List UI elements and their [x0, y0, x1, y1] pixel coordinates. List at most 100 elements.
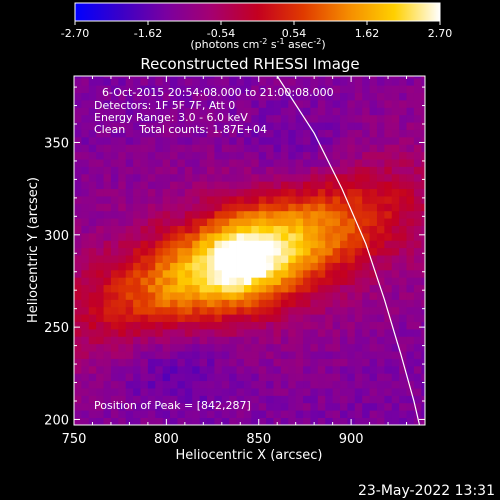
heatmap-cell [103, 336, 112, 345]
heatmap-cell [184, 210, 193, 219]
heatmap-cell [147, 181, 156, 190]
heatmap-cell [251, 314, 260, 322]
heatmap-cell [155, 262, 164, 271]
heatmap-cell [184, 144, 193, 153]
heatmap-cell [406, 144, 415, 153]
heatmap-cell [74, 136, 82, 145]
heatmap-cell [384, 247, 393, 256]
heatmap-cell [147, 277, 156, 286]
heatmap-cell [199, 380, 208, 389]
heatmap-cell [140, 210, 149, 219]
heatmap-cell [81, 122, 90, 130]
heatmap-cell [310, 100, 319, 108]
heatmap-cell [369, 336, 378, 345]
heatmap-cell [280, 151, 289, 160]
heatmap-cell [258, 188, 267, 197]
heatmap-cell [391, 336, 400, 345]
heatmap-cell [221, 122, 230, 130]
heatmap-cell [288, 373, 297, 382]
heatmap-cell [376, 173, 385, 182]
heatmap-cell [384, 166, 393, 175]
heatmap-cell [288, 136, 297, 145]
heatmap-cell [243, 351, 252, 359]
heatmap-cell [273, 188, 282, 197]
heatmap-cell [273, 85, 282, 94]
heatmap-cell [110, 210, 119, 219]
heatmap-cell [251, 151, 260, 160]
heatmap-cell [177, 196, 186, 204]
heatmap-cell [229, 151, 237, 160]
heatmap-cell [162, 196, 171, 204]
heatmap-cell [140, 85, 149, 94]
heatmap-cell [340, 77, 348, 86]
heatmap-cell [295, 210, 304, 219]
heatmap-cell [103, 255, 112, 263]
heatmap-cell [384, 410, 393, 419]
heatmap-cell [177, 410, 186, 419]
heatmap-cell [177, 262, 186, 271]
heatmap-cell [421, 203, 425, 212]
heatmap-cell [236, 388, 245, 396]
heatmap-cell [229, 100, 237, 108]
heatmap-cell [88, 166, 97, 175]
heatmap-cell [221, 314, 230, 322]
heatmap-cell [303, 321, 311, 330]
heatmap-cell [229, 196, 237, 204]
heatmap-cell [399, 373, 407, 382]
heatmap-cell [133, 328, 141, 337]
heatmap-cell [399, 100, 407, 108]
heatmap-cell [88, 365, 97, 374]
heatmap-cell [133, 144, 141, 153]
heatmap-cell [236, 92, 245, 101]
heatmap-cell [221, 262, 230, 271]
heatmap-cell [81, 292, 90, 300]
heatmap-cell [399, 107, 407, 116]
heatmap-cell [413, 380, 422, 389]
heatmap-cell [177, 76, 186, 79]
heatmap-cell [391, 321, 400, 330]
heatmap-cell [354, 328, 363, 337]
heatmap-cell [303, 255, 311, 263]
heatmap-cell [243, 402, 252, 411]
heatmap-cell [340, 336, 348, 345]
heatmap-cell [325, 299, 334, 308]
heatmap-cell [125, 107, 134, 116]
heatmap-cell [258, 77, 267, 86]
heatmap-cell [340, 92, 348, 101]
heatmap-cell [140, 262, 149, 271]
heatmap-cell [229, 166, 237, 175]
heatmap-cell [74, 122, 82, 130]
heatmap-cell [347, 114, 356, 123]
heatmap-cell [399, 351, 407, 359]
heatmap-cell [110, 328, 119, 337]
heatmap-cell [280, 277, 289, 286]
heatmap-cell [199, 232, 208, 241]
heatmap-cell [236, 284, 245, 293]
heatmap-cell [362, 299, 370, 308]
heatmap-cell [103, 247, 112, 256]
heatmap-cell [221, 77, 230, 86]
heatmap-cell [140, 77, 149, 86]
heatmap-cell [295, 232, 304, 241]
heatmap-cell [303, 77, 311, 86]
heatmap-cell [184, 351, 193, 359]
heatmap-cell [88, 388, 97, 396]
heatmap-cell [81, 388, 90, 396]
heatmap-cell [192, 122, 201, 130]
heatmap-cell [243, 92, 252, 101]
heatmap-cell [384, 395, 393, 404]
heatmap-cell [236, 218, 245, 226]
heatmap-cell [273, 203, 282, 212]
heatmap-cell [162, 144, 171, 153]
heatmap-cell [266, 159, 274, 167]
heatmap-cell [340, 247, 348, 256]
heatmap-cell [140, 306, 149, 315]
heatmap-cell [74, 240, 82, 249]
heatmap-cell [340, 299, 348, 308]
heatmap-cell [391, 85, 400, 94]
heatmap-cell [125, 314, 134, 322]
heatmap-cell [340, 277, 348, 286]
heatmap-cell [170, 299, 178, 308]
heatmap-cell [332, 136, 341, 145]
heatmap-cell [96, 269, 104, 278]
